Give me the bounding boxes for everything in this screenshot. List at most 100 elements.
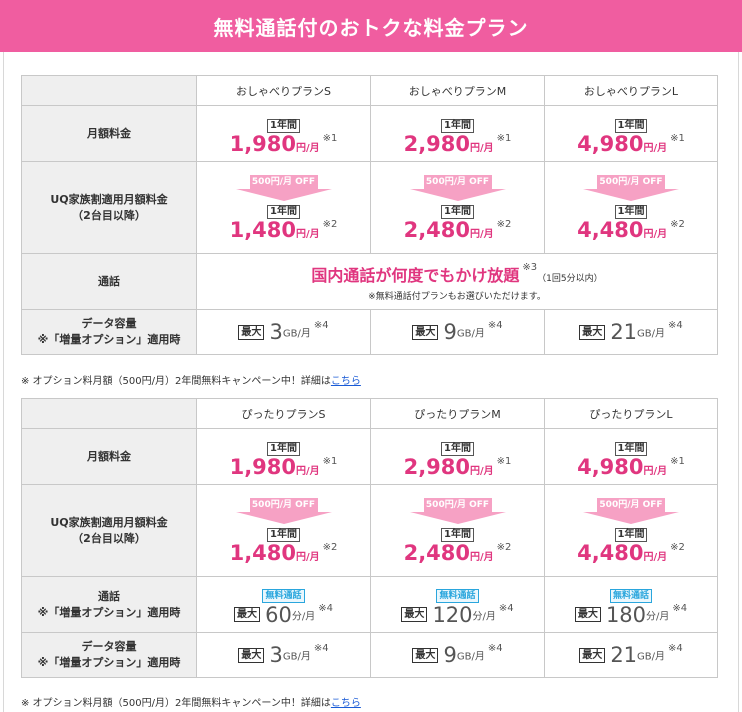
price-unit: 円/月: [296, 228, 320, 240]
one-year-badge: 1年間: [267, 441, 300, 456]
one-year-badge: 1年間: [441, 527, 474, 542]
footnote-marker: ※4: [672, 602, 688, 614]
details-link[interactable]: こちら: [330, 376, 361, 387]
price-value: 4,480: [577, 217, 644, 242]
discount-arrow: 500円/月 OFF: [235, 497, 332, 524]
footnote-text: ※ オプション料月額（500円/月）2年間無料キャンペーン中！詳細は: [21, 698, 331, 709]
price-unit: 円/月: [470, 228, 494, 240]
page-header: 無料通話付のおトクな料金プラン: [0, 0, 742, 52]
price-unit: 円/月: [643, 142, 668, 154]
free-call-badge: 無料通話: [609, 588, 652, 603]
footnote-marker: ※4: [313, 320, 329, 331]
row-label-text: データ容量: [81, 640, 137, 653]
row-label-monthly: 月額料金: [21, 428, 197, 485]
monthly-price-cell: 1年間 2,980円/月※1: [370, 428, 545, 485]
one-year-badge: 1年間: [614, 441, 648, 456]
footnote-text: ※ オプション料月額（500円/月）2年間無料キャンペーン中！詳細は: [21, 376, 331, 387]
row-label-text: 通話: [98, 274, 120, 288]
data-unit: GB/月: [637, 651, 666, 663]
price-value: 4,480: [577, 540, 644, 565]
free-call-badge: 無料通話: [262, 588, 305, 603]
campaign-footnote: ※ オプション料月額（500円/月）2年間無料キャンペーン中！詳細はこちら: [21, 372, 361, 387]
max-badge: 最大: [412, 647, 439, 663]
family-price-cell: 500円/月 OFF 1年間 4,480円/月※2: [544, 161, 718, 254]
plan-name: おしゃべりプランS: [236, 84, 331, 98]
row-label-family: UQ家族割適用月額料金 （2台目以降）: [21, 161, 197, 254]
footnote-marker: ※1: [496, 132, 512, 144]
one-year-badge: 1年間: [614, 527, 648, 542]
plan-header: おしゃべりプランM: [370, 75, 545, 106]
one-year-badge: 1年間: [267, 527, 300, 542]
one-year-badge: 1年間: [441, 441, 474, 456]
price-value: 1,980: [229, 454, 297, 479]
discount-text: 500円/月 OFF: [597, 497, 665, 512]
plan-header: ぴったりプランS: [196, 398, 371, 429]
price-unit: 円/月: [470, 142, 494, 154]
price-value: 2,480: [403, 540, 471, 565]
one-year-badge: 1年間: [614, 204, 648, 219]
price-value: 1,480: [229, 217, 297, 242]
call-cell: 無料通話 最大 180分/月※4: [544, 576, 718, 633]
data-value: 21: [610, 320, 638, 344]
call-unlimited-cell: 国内通話が何度でもかけ放題 ※3（1回5分以内） ※無料通話付プランもお選びいただ…: [196, 253, 718, 310]
max-badge: 最大: [238, 324, 265, 340]
discount-text: 500円/月 OFF: [597, 174, 665, 189]
data-cell: 最大 3GB/月※4: [196, 309, 371, 355]
data-unit: GB/月: [282, 651, 311, 663]
data-cell: 最大 9GB/月※4: [370, 632, 545, 678]
family-price-cell: 500円/月 OFF 1年間 2,480円/月※2: [370, 484, 545, 577]
discount-text: 500円/月 OFF: [423, 174, 492, 189]
max-badge: 最大: [579, 647, 606, 663]
data-value: 9: [443, 643, 457, 667]
data-unit: GB/月: [637, 328, 666, 340]
max-badge: 最大: [401, 607, 428, 622]
plan-table-fit: ぴったりプランS ぴったりプランM ぴったりプランL 月額料金 1年間 1,980…: [21, 398, 718, 678]
max-badge: 最大: [574, 607, 601, 622]
plan-name: おしゃべりプランL: [583, 84, 679, 98]
details-link[interactable]: こちら: [330, 698, 361, 709]
row-label-text: 月額料金: [87, 126, 131, 140]
footnote-marker: ※4: [487, 643, 503, 654]
call-unit: 分/月: [472, 611, 496, 622]
price-value: 2,980: [403, 131, 471, 156]
data-value: 3: [269, 320, 283, 344]
row-label-text: 通話: [98, 589, 120, 603]
plan-name: ぴったりプランS: [241, 407, 326, 421]
plan-name: おしゃべりプランM: [408, 84, 507, 98]
one-year-badge: 1年間: [614, 118, 648, 133]
data-cell: 最大 3GB/月※4: [196, 632, 371, 678]
footnote-marker: ※1: [670, 132, 685, 144]
footnote-marker: ※2: [496, 218, 512, 230]
footnote-marker: ※1: [322, 132, 338, 144]
discount-arrow: 500円/月 OFF: [235, 174, 332, 201]
call-unit: 分/月: [646, 611, 670, 622]
footnote-marker: ※1: [496, 455, 512, 467]
row-label-data: データ容量 ※「増量オプション」適用時: [21, 309, 197, 355]
price-unit: 円/月: [643, 465, 668, 477]
data-cell: 最大 9GB/月※4: [370, 309, 545, 355]
row-label-subtext: ※「増量オプション」適用時: [37, 333, 181, 346]
row-label-subtext: （2台目以降）: [72, 531, 146, 545]
price-unit: 円/月: [643, 228, 668, 240]
row-label-data: データ容量 ※「増量オプション」適用時: [21, 632, 197, 678]
call-footnote: ※無料通話付プランもお選びいただけます。: [368, 291, 546, 302]
data-value: 3: [269, 643, 283, 667]
footnote-marker: ※2: [322, 541, 338, 553]
call-unit: 分/月: [291, 611, 316, 622]
monthly-price-cell: 1年間 4,980円/月※1: [544, 428, 718, 485]
plan-name: ぴったりプランL: [589, 407, 673, 421]
footnote-marker: ※3: [522, 261, 538, 273]
monthly-price-cell: 1年間 1,980円/月※1: [196, 428, 371, 485]
row-label-monthly: 月額料金: [21, 105, 197, 162]
call-cell: 無料通話 最大 60分/月※4: [196, 576, 371, 633]
footnote-marker: ※4: [668, 320, 683, 331]
family-price-cell: 500円/月 OFF 1年間 4,480円/月※2: [544, 484, 718, 577]
price-value: 2,480: [403, 217, 471, 242]
row-label-subtext: ※「増量オプション」適用時: [37, 656, 181, 669]
plan-header: おしゃべりプランS: [196, 75, 371, 106]
row-label-family: UQ家族割適用月額料金 （2台目以降）: [21, 484, 197, 577]
footnote-marker: ※2: [322, 218, 338, 230]
table-corner: [21, 398, 197, 429]
footnote-marker: ※1: [670, 455, 685, 467]
one-year-badge: 1年間: [267, 118, 300, 133]
